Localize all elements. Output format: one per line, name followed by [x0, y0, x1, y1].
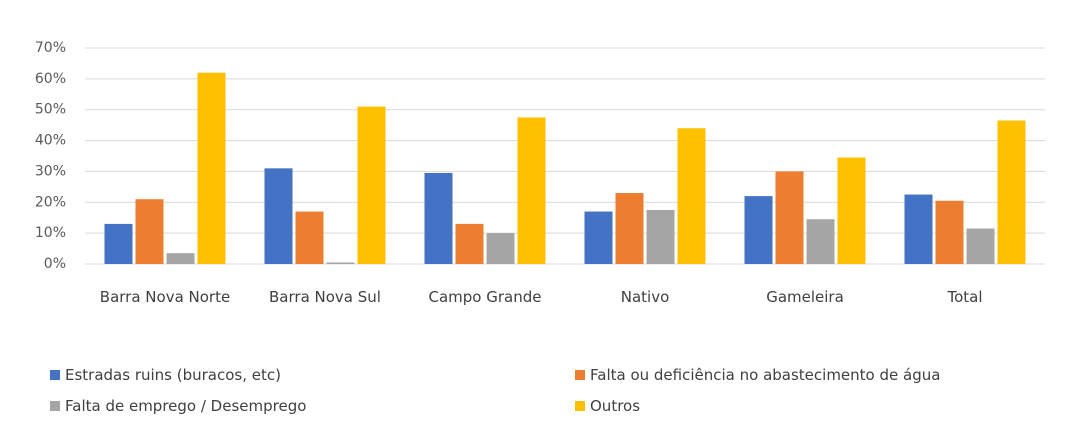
- legend-label: Falta de emprego / Desemprego: [65, 397, 307, 415]
- bar: [326, 262, 355, 264]
- legend-label: Outros: [590, 397, 641, 415]
- legend-label: Falta ou deficiência no abastecimento de…: [590, 366, 941, 384]
- bar: [615, 193, 644, 264]
- legend-item: Estradas ruins (buracos, etc): [50, 366, 281, 384]
- x-tick-label: Nativo: [620, 288, 670, 306]
- y-tick-label: 70%: [35, 40, 66, 56]
- legend-item: Outros: [575, 397, 640, 415]
- bar: [517, 117, 546, 264]
- bar: [837, 157, 866, 264]
- bar: [677, 128, 706, 264]
- bar: [744, 196, 773, 264]
- y-tick-label: 10%: [35, 225, 66, 241]
- bar: [104, 223, 133, 264]
- y-tick-label: 20%: [35, 194, 66, 210]
- bar: [166, 253, 195, 264]
- bar: [197, 72, 226, 264]
- bar: [904, 194, 933, 264]
- bar: [806, 219, 835, 264]
- bar: [135, 199, 164, 264]
- bar: [357, 106, 386, 264]
- y-tick-label: 50%: [35, 102, 66, 118]
- x-tick-label: Barra Nova Norte: [99, 288, 231, 306]
- legend-item: Falta de emprego / Desemprego: [50, 397, 306, 415]
- bar: [584, 211, 613, 264]
- legend-item: Falta ou deficiência no abastecimento de…: [575, 366, 940, 384]
- bar: [966, 228, 995, 264]
- bar: [775, 171, 804, 264]
- x-tick-label: Campo Grande: [428, 288, 542, 306]
- bar: [455, 223, 484, 264]
- legend-swatch: [575, 370, 585, 380]
- legend-swatch: [575, 401, 585, 411]
- y-tick-label: 40%: [35, 133, 66, 149]
- legend-label: Estradas ruins (buracos, etc): [65, 366, 281, 384]
- bar: [997, 120, 1026, 264]
- bar: [646, 210, 675, 264]
- legend-swatch: [50, 401, 60, 411]
- bar: [295, 211, 324, 264]
- bar: [264, 168, 293, 264]
- y-tick-label: 30%: [35, 163, 66, 179]
- x-tick-label: Total: [947, 288, 983, 306]
- y-tick-label: 0%: [44, 256, 66, 272]
- y-tick-label: 60%: [35, 71, 66, 87]
- bar: [424, 172, 453, 264]
- bar: [935, 200, 964, 264]
- x-tick-label: Gameleira: [766, 288, 844, 306]
- x-tick-label: Barra Nova Sul: [269, 288, 381, 306]
- bar: [486, 233, 515, 264]
- legend-swatch: [50, 370, 60, 380]
